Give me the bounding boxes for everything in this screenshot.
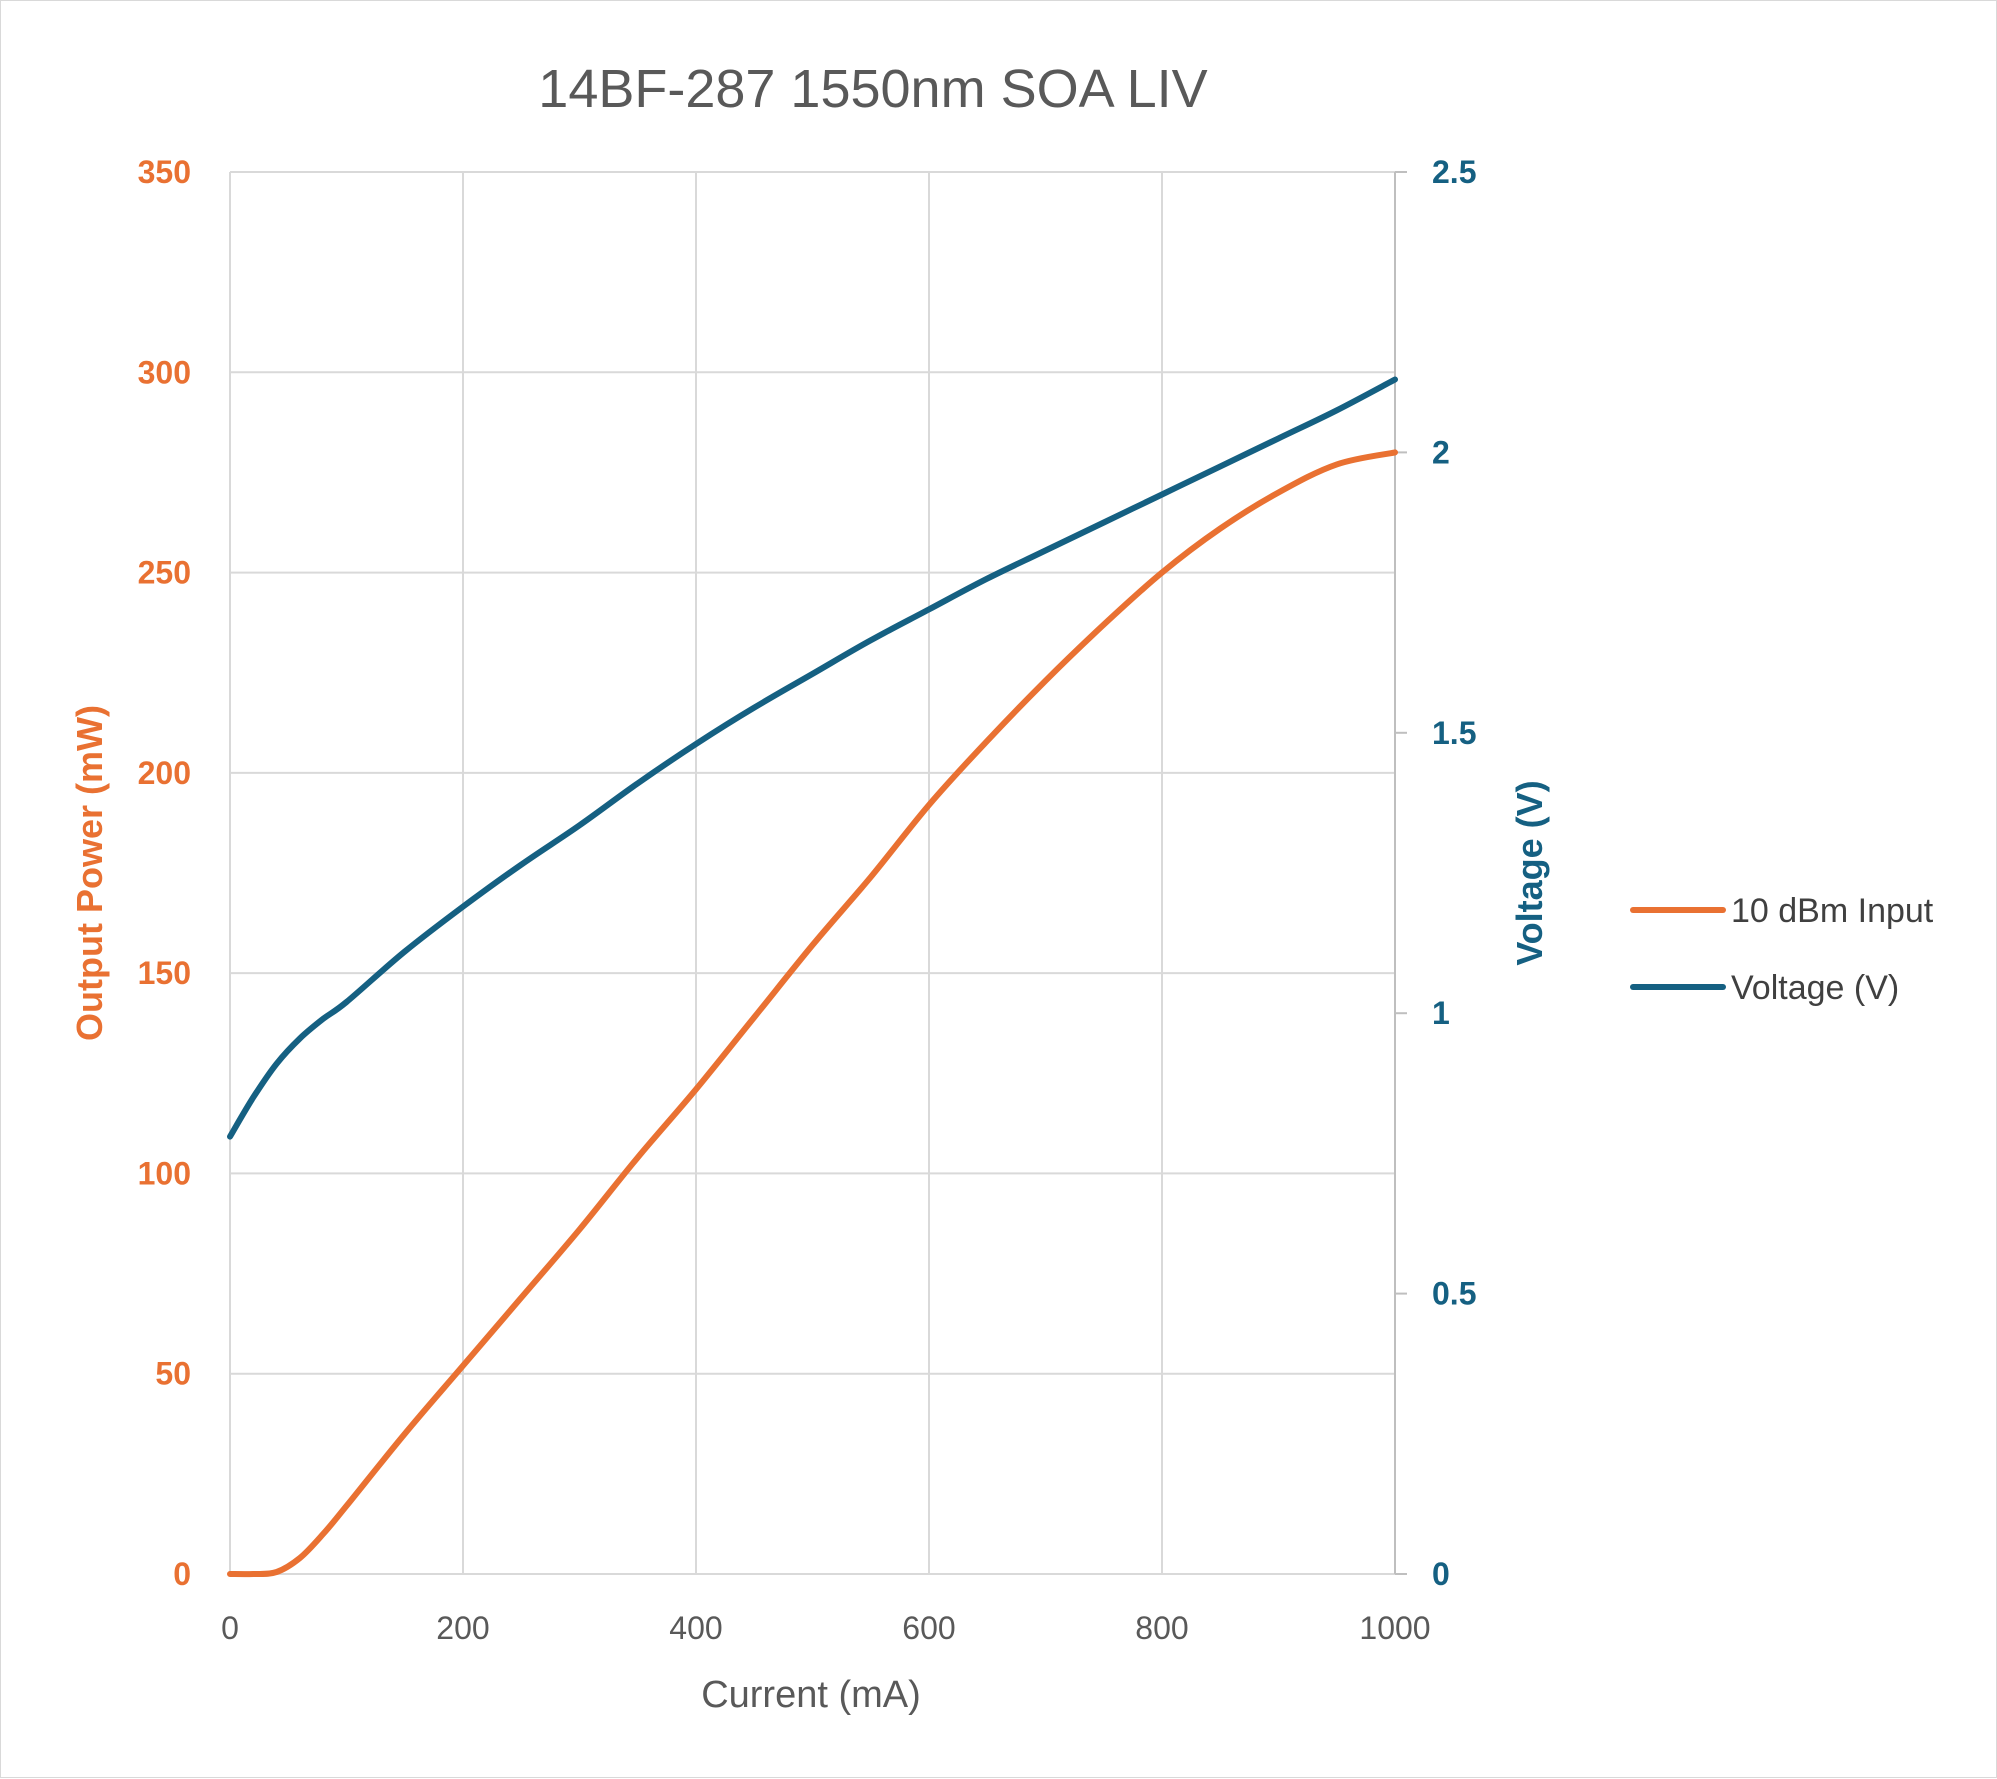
y-tick-label-left: 300 [138, 354, 191, 390]
y-tick-label-left: 100 [138, 1155, 191, 1191]
y-tick-label-right: 2 [1432, 434, 1450, 470]
y-tick-label-left: 250 [138, 555, 191, 591]
x-tick-label: 800 [1135, 1610, 1188, 1646]
legend-label-voltage: Voltage (V) [1731, 969, 1899, 1007]
x-axis-title: Current (mA) [701, 1674, 921, 1716]
y-tick-label-right: 2.5 [1432, 154, 1476, 190]
y-axis-title-left: Output Power (mW) [69, 705, 110, 1041]
y-tick-label-left: 200 [138, 755, 191, 791]
series-line-10dbm-input [227, 449, 1398, 1578]
x-tick-label: 1000 [1359, 1610, 1430, 1646]
y-tick-label-right: 1.5 [1432, 715, 1476, 751]
y-tick-label-left: 350 [138, 154, 191, 190]
x-tick-label: 400 [669, 1610, 722, 1646]
y-tick-label-left: 50 [155, 1356, 191, 1392]
y-tick-label-right: 1 [1432, 995, 1450, 1031]
x-tick-label: 0 [221, 1610, 239, 1646]
x-tick-label: 600 [902, 1610, 955, 1646]
legend: 10 dBm Input Voltage (V) [1630, 892, 1934, 1007]
y-tick-label-left: 150 [138, 955, 191, 991]
gridlines [230, 171, 1396, 1575]
legend-label-10dbm-input: 10 dBm Input [1731, 892, 1934, 930]
y-tick-label-right: 0 [1432, 1556, 1450, 1592]
y-axis-title-right: Voltage (V) [1509, 780, 1550, 965]
series-lines [227, 376, 1398, 1578]
axes [229, 171, 1407, 1575]
y-tick-label-left: 0 [173, 1556, 191, 1592]
x-tick-label: 200 [436, 1610, 489, 1646]
y-tick-label-right: 0.5 [1432, 1276, 1476, 1312]
chart-title: 14BF-287 1550nm SOA LIV [538, 59, 1207, 119]
series-line-voltage [227, 376, 1398, 1140]
